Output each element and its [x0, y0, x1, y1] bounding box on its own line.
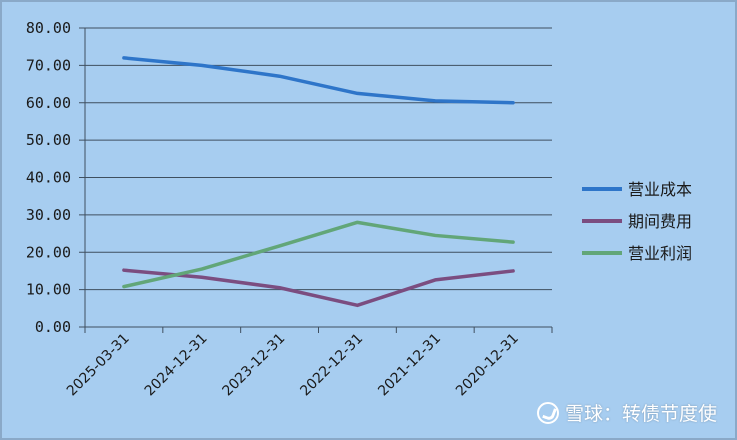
legend-label: 营业成本: [628, 180, 692, 199]
y-tick-label: 50.00: [26, 131, 71, 149]
x-tick-label: 2021-12-31: [375, 331, 444, 400]
watermark-text: 雪球：转债节度使: [564, 403, 717, 425]
legend-label: 期间费用: [628, 212, 692, 231]
y-tick-label: 0.00: [35, 318, 71, 336]
y-tick-label: 80.00: [26, 19, 71, 37]
x-tick-label: 2025-03-31: [64, 331, 133, 400]
y-tick-label: 40.00: [26, 169, 71, 187]
axes: [79, 27, 553, 333]
y-tick-labels: 0.00 10.00 20.00 30.00 40.00 50.00 60.00 70.00 8…: [26, 19, 71, 336]
watermark: 雪球：转债节度使: [536, 399, 717, 426]
legend-label: 营业利润: [628, 244, 692, 263]
x-tick-label: 2024-12-31: [142, 331, 211, 400]
y-tick-label: 70.00: [26, 56, 71, 74]
x-tick-label: 2022-12-31: [297, 331, 366, 400]
snowball-logo-icon: [536, 401, 559, 424]
x-tick-label: 2023-12-31: [220, 331, 289, 400]
x-tick-labels: 2025-03-31 2024-12-31 2023-12-31 2022-12-31…: [64, 331, 522, 400]
y-tick-label: 20.00: [26, 243, 71, 261]
series-lines: [122, 56, 515, 308]
y-tick-label: 60.00: [26, 94, 71, 112]
series-line: [122, 220, 515, 289]
series-line: [122, 268, 515, 308]
y-tick-label: 30.00: [26, 206, 71, 224]
x-tick-label: 2020-12-31: [453, 331, 522, 400]
gridlines: [85, 27, 552, 291]
series-line: [122, 56, 515, 105]
y-tick-label: 10.00: [26, 281, 71, 299]
